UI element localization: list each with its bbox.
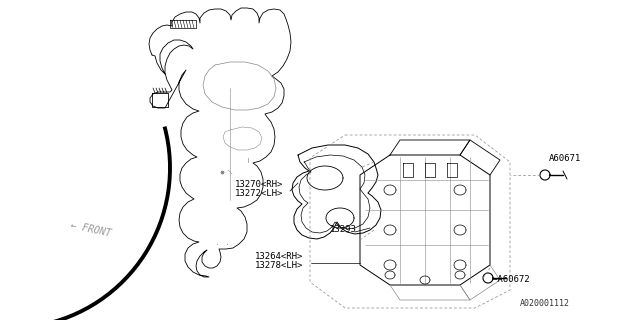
Text: 13293: 13293 — [330, 225, 357, 234]
Text: A60671: A60671 — [549, 154, 581, 163]
Text: 13272<LH>: 13272<LH> — [235, 189, 284, 198]
Text: . . .: . . . — [215, 238, 240, 247]
Text: 13264<RH>: 13264<RH> — [255, 252, 303, 261]
Text: 13278<LH>: 13278<LH> — [255, 261, 303, 270]
Text: ← FRONT: ← FRONT — [70, 221, 112, 239]
Text: 13270<RH>: 13270<RH> — [235, 180, 284, 189]
Text: A020001112: A020001112 — [520, 299, 570, 308]
Text: —A60672: —A60672 — [492, 276, 530, 284]
